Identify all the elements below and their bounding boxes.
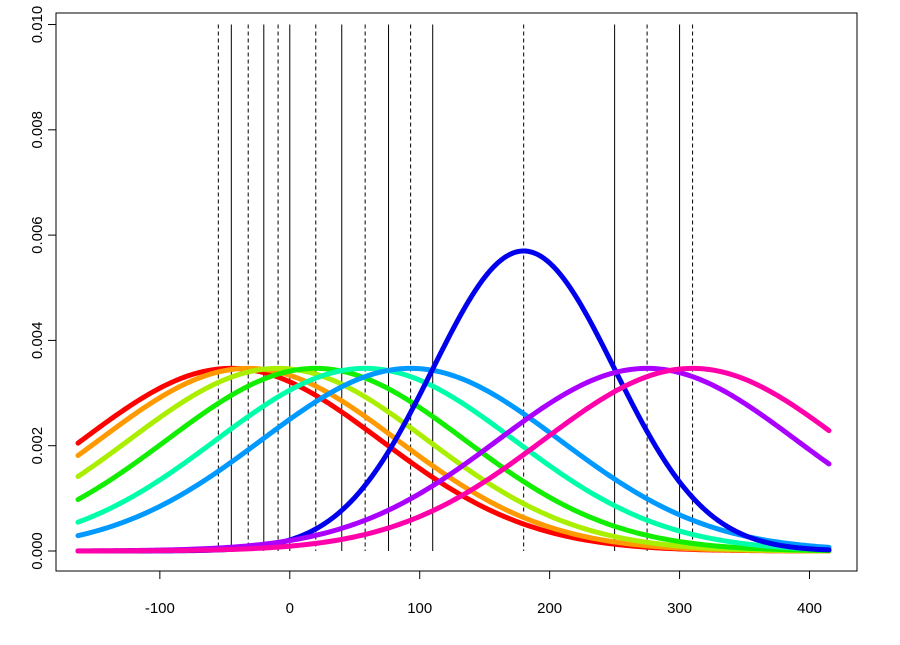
y-tick-label: 0.000 <box>29 532 46 570</box>
y-axis: 0.000 0.002 0.004 0.006 0.008 0.010 <box>29 6 57 570</box>
series-line-8 <box>75 365 832 554</box>
series-line-2 <box>75 365 832 554</box>
x-tick-label: 400 <box>797 600 822 617</box>
reference-lines <box>217 24 694 551</box>
x-tick-label: 300 <box>667 600 692 617</box>
x-tick-label: 0 <box>286 600 294 617</box>
series-line-3 <box>75 365 832 553</box>
x-tick-label: -100 <box>145 600 175 617</box>
y-tick-label: 0.002 <box>29 427 46 465</box>
y-tick-label: 0.008 <box>29 111 46 149</box>
y-tick-label: 0.004 <box>29 322 46 360</box>
y-tick-label: 0.010 <box>29 6 46 44</box>
y-tick-label: 0.006 <box>29 216 46 254</box>
density-curves <box>75 248 832 554</box>
series-line-5 <box>75 365 832 550</box>
x-axis: -100 0 100 200 300 400 <box>145 570 822 617</box>
x-tick-label: 200 <box>537 600 562 617</box>
x-tick-label: 100 <box>407 600 432 617</box>
series-line-4 <box>75 365 832 553</box>
